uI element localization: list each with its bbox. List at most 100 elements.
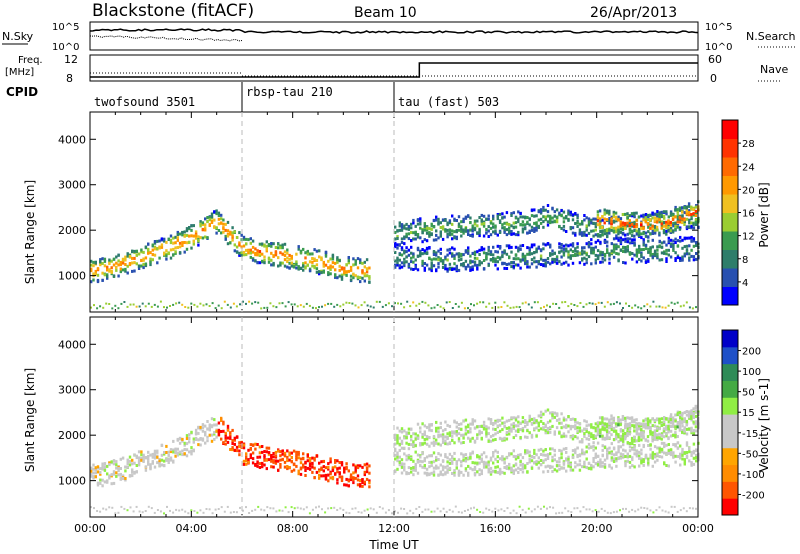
range-gate-cell	[553, 260, 556, 264]
range-gate-cell	[553, 432, 556, 436]
range-gate-cell	[119, 477, 122, 481]
range-gate-cell	[628, 416, 631, 420]
range-gate-cell	[644, 438, 647, 442]
range-gate-cell	[487, 463, 490, 467]
range-gate-cell	[398, 442, 401, 446]
range-gate-cell	[158, 256, 161, 260]
range-gate-cell	[482, 420, 486, 424]
range-gate-cell	[272, 507, 275, 510]
range-gate-cell	[90, 506, 92, 509]
range-gate-cell	[521, 462, 525, 466]
range-gate-cell	[619, 302, 621, 305]
range-gate-cell	[567, 305, 570, 308]
range-gate-cell	[510, 452, 513, 456]
range-gate-cell	[412, 468, 415, 472]
range-gate-cell	[660, 432, 664, 436]
range-gate-cell	[142, 250, 145, 254]
range-gate-cell	[181, 244, 184, 247]
range-gate-cell	[405, 222, 408, 226]
range-gate-cell	[494, 419, 497, 423]
range-gate-cell	[543, 505, 545, 508]
range-gate-cell	[681, 428, 684, 432]
range-gate-cell	[533, 417, 536, 421]
range-gate-cell	[441, 441, 445, 444]
range-gate-cell	[412, 459, 415, 463]
range-gate-cell	[695, 421, 698, 425]
range-gate-cell	[103, 259, 107, 263]
range-gate-cell	[565, 425, 568, 429]
range-gate-cell	[570, 511, 573, 514]
range-gate-cell	[533, 256, 536, 260]
range-gate-cell	[683, 458, 686, 462]
range-gate-cell	[410, 260, 413, 264]
range-gate-cell	[425, 228, 429, 232]
range-gate-cell	[169, 248, 173, 252]
range-gate-cell	[587, 437, 591, 441]
range-gate-cell	[144, 510, 147, 512]
range-gate-cell	[555, 414, 559, 417]
range-gate-cell	[270, 258, 273, 262]
range-gate-cell	[274, 253, 278, 257]
range-gate-cell	[681, 217, 684, 221]
range-gate-cell	[267, 260, 271, 264]
range-gate-cell	[478, 468, 481, 472]
range-gate-cell	[448, 221, 452, 225]
range-gate-cell	[453, 470, 456, 474]
range-gate-cell	[644, 259, 648, 263]
range-gate-cell	[487, 217, 490, 221]
range-gate-cell	[340, 463, 344, 467]
range-gate-cell	[421, 510, 424, 513]
range-gate-cell	[658, 455, 661, 458]
range-gate-cell	[441, 468, 445, 472]
range-gate-cell	[439, 251, 442, 255]
range-gate-cell	[444, 428, 447, 431]
range-gate-cell	[311, 252, 314, 256]
range-gate-cell	[469, 216, 472, 220]
range-gate-cell	[473, 228, 477, 232]
range-gate-cell	[428, 428, 431, 432]
range-gate-cell	[630, 436, 634, 440]
range-gate-cell	[553, 251, 556, 255]
range-gate-cell	[313, 456, 316, 460]
range-gate-cell	[594, 217, 597, 221]
range-gate-cell	[213, 218, 216, 222]
range-gate-cell	[233, 438, 236, 442]
range-gate-cell	[398, 243, 401, 247]
range-gate-cell	[261, 450, 264, 454]
range-gate-cell	[635, 229, 638, 233]
range-gate-cell	[231, 439, 234, 443]
range-gate-cell	[163, 251, 166, 255]
range-gate-cell	[612, 226, 615, 230]
range-gate-cell	[258, 242, 262, 246]
range-gate-cell	[279, 261, 282, 265]
range-gate-cell	[229, 511, 232, 514]
range-gate-cell	[473, 263, 477, 267]
range-gate-cell	[238, 444, 241, 448]
range-gate-cell	[400, 471, 404, 475]
range-gate-cell	[178, 232, 182, 236]
range-gate-cell	[345, 511, 348, 514]
range-gate-cell	[591, 302, 594, 305]
range-gate-cell	[222, 429, 225, 433]
range-gate-cell	[549, 252, 552, 256]
range-gate-cell	[338, 475, 341, 479]
range-gate-cell	[400, 265, 404, 269]
range-gate-cell	[640, 461, 643, 465]
range-gate-cell	[482, 451, 486, 455]
range-gate-cell	[138, 510, 141, 513]
range-gate-cell	[587, 245, 591, 249]
range-gate-cell	[574, 427, 577, 431]
range-gate-cell	[133, 249, 136, 253]
range-gate-cell	[526, 252, 529, 256]
range-gate-cell	[265, 244, 268, 248]
range-gate-cell	[261, 242, 264, 246]
range-gate-cell	[681, 447, 684, 451]
range-gate-cell	[205, 508, 208, 510]
range-gate-cell	[489, 458, 493, 462]
range-gate-cell	[423, 433, 426, 437]
range-gate-cell	[96, 481, 100, 485]
range-gate-cell	[175, 508, 178, 511]
range-gate-cell	[640, 428, 643, 432]
range-gate-cell	[217, 432, 221, 436]
range-gate-cell	[676, 239, 680, 243]
